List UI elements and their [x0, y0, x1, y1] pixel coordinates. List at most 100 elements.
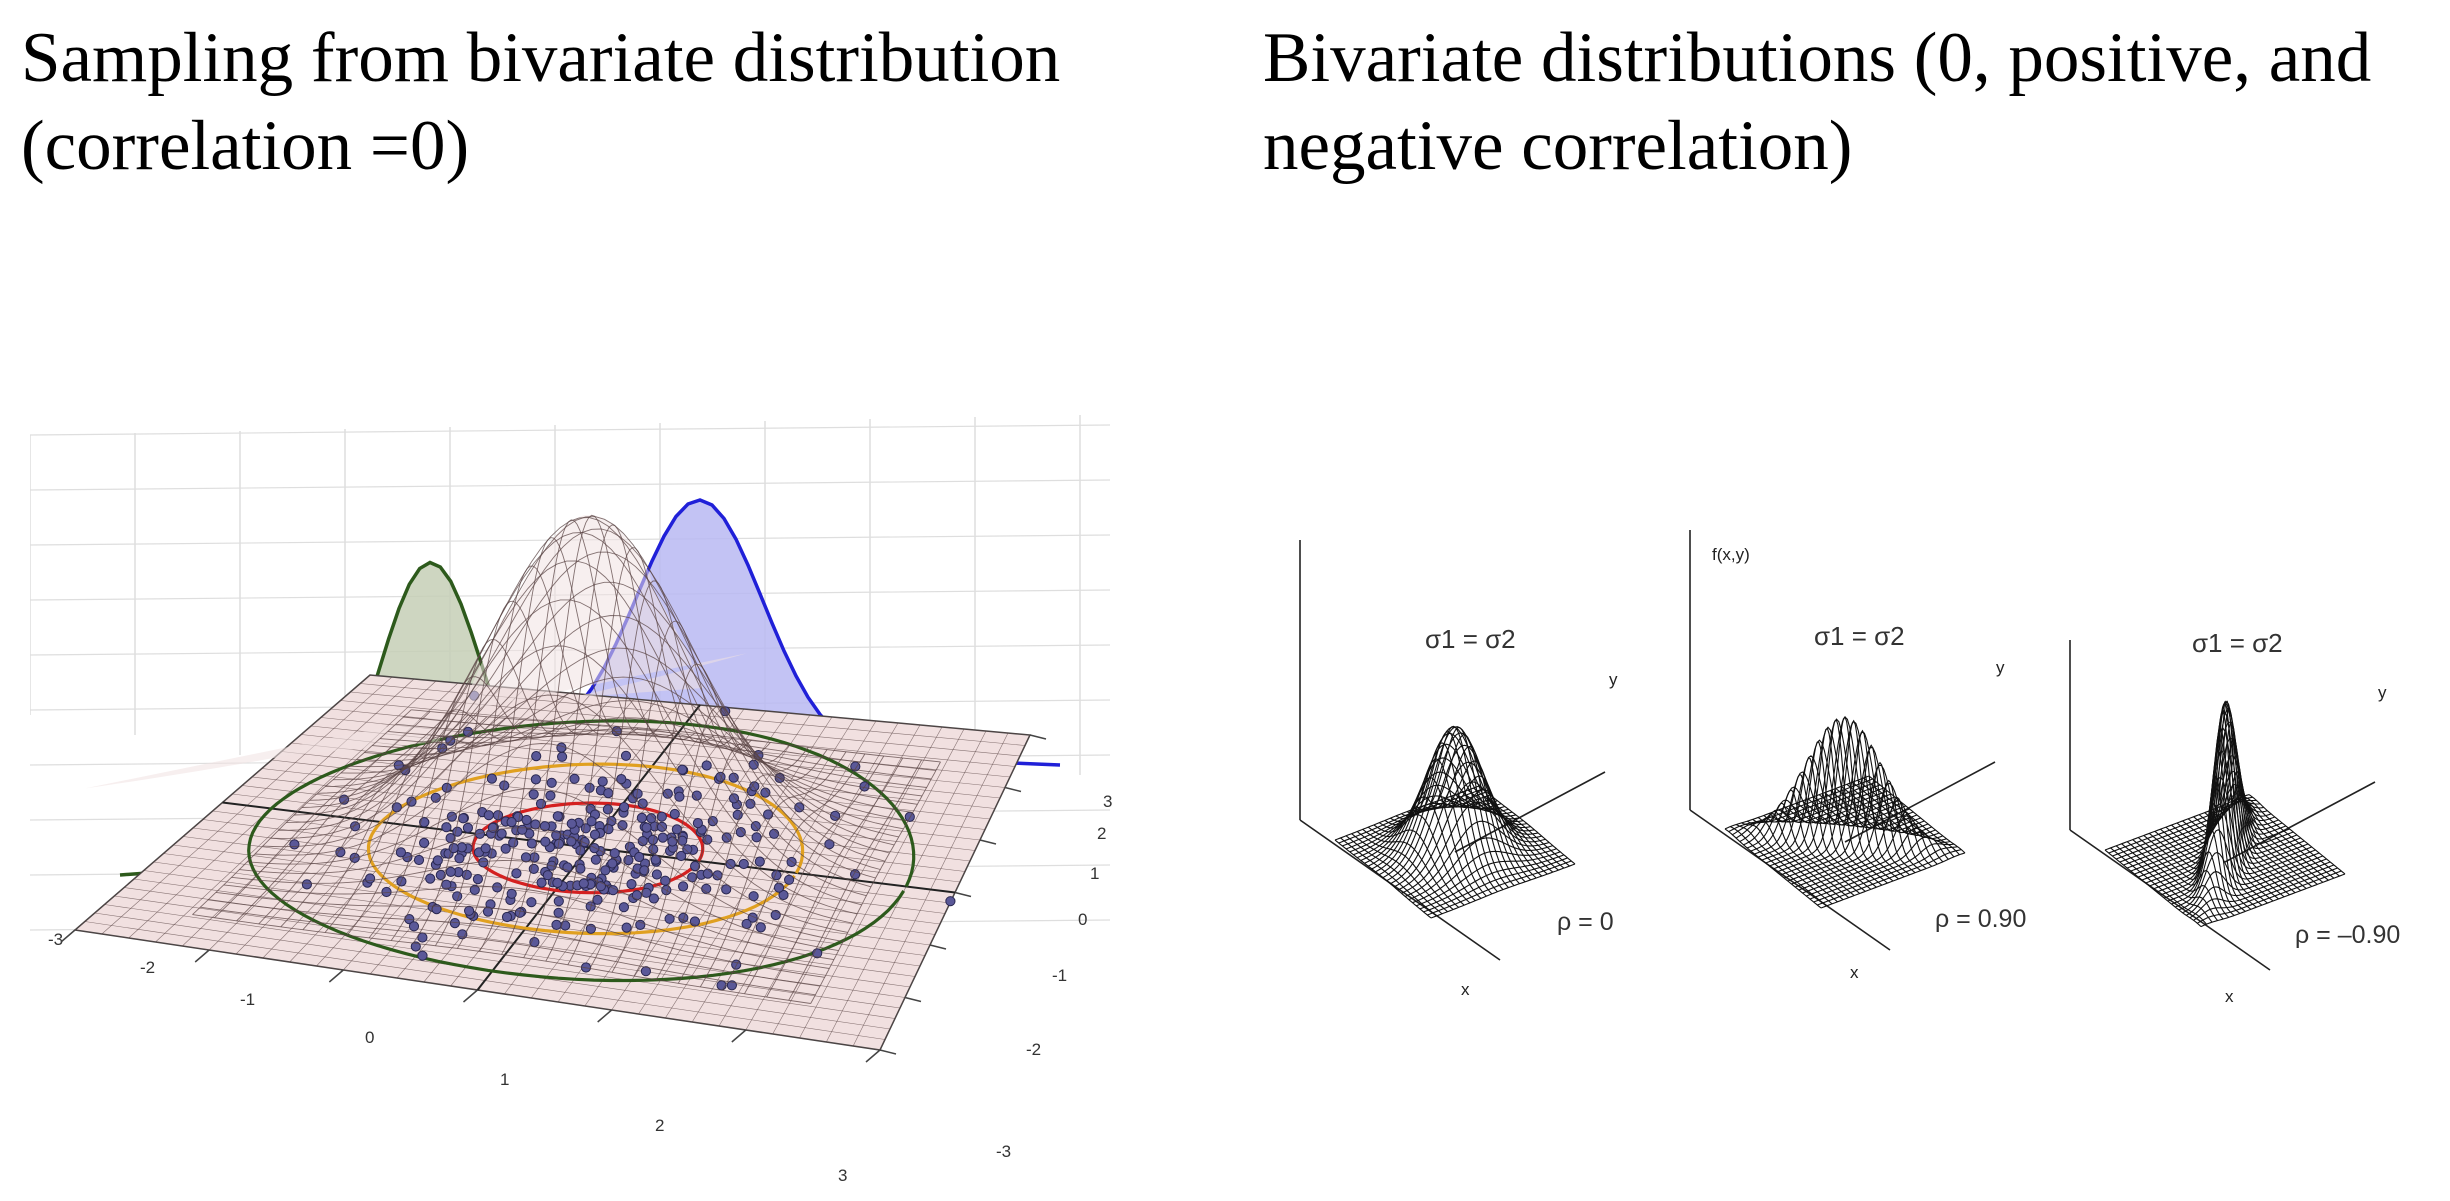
sample-point — [636, 812, 648, 823]
wireframe-line — [1813, 846, 1958, 903]
wireframe-rho-negative — [2069, 640, 2376, 971]
sample-point — [365, 873, 376, 884]
wireframe-line — [1780, 731, 1925, 876]
sample-point — [648, 893, 660, 904]
wireframe-line — [2185, 861, 2331, 916]
sample-point — [617, 820, 628, 831]
sample-point — [528, 789, 539, 800]
y-axis-label: y — [1609, 670, 1618, 689]
bell-mesh-line — [545, 547, 714, 962]
contour-outer — [247, 719, 916, 983]
wireframe-line — [2215, 784, 2313, 887]
bell-mesh-line — [403, 716, 936, 771]
sample-point — [540, 836, 551, 847]
sample-point — [677, 764, 688, 775]
sample-point — [419, 837, 430, 848]
sample-point — [691, 790, 702, 801]
sample-point — [589, 829, 601, 840]
rho-label: ρ = 0.90 — [1935, 905, 2026, 933]
wireframe-line — [2167, 776, 2312, 902]
wireframe-line — [1796, 715, 1894, 882]
wireframe-line — [1397, 781, 1542, 891]
bell-mesh-line — [722, 753, 866, 991]
wireframe-line — [1408, 837, 1553, 901]
sigma-label: σ1 = σ2 — [2192, 628, 2283, 658]
y-tick-label: 3 — [1103, 792, 1112, 811]
sample-point — [536, 877, 547, 888]
x-tick-mark — [60, 929, 76, 943]
sample-point — [483, 810, 494, 821]
wireframe-line — [1419, 854, 1565, 910]
wireframe-line — [1430, 863, 1576, 919]
bell-mesh-line — [364, 700, 913, 813]
sample-point — [784, 874, 795, 885]
y-tick-label: 2 — [1097, 824, 1106, 843]
wireframe-line — [2248, 794, 2346, 875]
y-tick-mark — [879, 1049, 897, 1055]
sample-point — [597, 776, 608, 787]
sample-point — [728, 772, 739, 783]
sample-point — [760, 787, 771, 798]
sample-point — [620, 750, 632, 761]
wireframe-line — [1807, 729, 1905, 878]
wireframe-line — [2243, 795, 2340, 877]
wireframe-line — [1439, 789, 1537, 879]
sample-point — [520, 852, 532, 863]
wireframe-line — [2200, 873, 2346, 928]
sample-point — [678, 881, 689, 892]
rho-label: ρ = 0 — [1557, 908, 1614, 936]
bell-mesh-line — [744, 755, 885, 994]
bivariate-surface-figure: -3 -2 -1 0 1 2 3 3 2 1 0 -1 -2 -3 — [30, 415, 1112, 1185]
wireframe-line — [1813, 744, 1910, 876]
y-tick-mark — [929, 944, 947, 950]
sample-point — [769, 828, 780, 839]
wireframe-line — [2178, 851, 2323, 911]
sample-point — [735, 827, 746, 838]
bell-mesh-line — [766, 757, 904, 998]
correlation-comparison-figure: f(x,y) σ1 = σ2 σ1 = σ2 σ1 = σ2 y y y x x… — [1299, 530, 2400, 1006]
sample-point — [472, 874, 483, 885]
sample-point — [289, 839, 300, 850]
wireframe-line — [2193, 721, 2290, 896]
sample-point — [530, 774, 541, 785]
wireframe-line — [1802, 719, 1899, 880]
sample-point — [395, 847, 406, 858]
marginal-right-fill — [340, 500, 1060, 765]
sample-point — [445, 866, 456, 877]
x-tick-label: 1 — [500, 1070, 509, 1089]
sample-point — [676, 850, 687, 862]
sample-point — [517, 824, 528, 835]
x-axis-label: x — [2225, 987, 2234, 1006]
sample-point — [413, 854, 425, 866]
wireframe-line — [1809, 843, 1954, 900]
wireframe-line — [1434, 775, 1532, 881]
x-tick-mark — [194, 949, 210, 963]
sample-point — [441, 822, 452, 833]
sample-point — [641, 887, 652, 898]
sample-point — [692, 818, 704, 829]
sample-point — [486, 773, 497, 784]
wireframe-line — [2189, 864, 2335, 919]
sample-point — [651, 869, 663, 880]
x-axis-label: x — [1461, 980, 1470, 999]
sample-point — [552, 811, 563, 822]
wireframe-line — [1817, 849, 1962, 906]
sample-point — [945, 896, 956, 907]
wireframe-line — [1406, 725, 1504, 890]
bell-mesh-line — [810, 761, 941, 1004]
sample-point — [480, 843, 491, 854]
y-tick-mark — [1004, 786, 1022, 793]
sample-point — [616, 774, 627, 785]
y-tick-mark — [904, 996, 922, 1003]
sample-point — [521, 814, 532, 826]
x-axis-line — [1299, 819, 1501, 961]
sample-point — [640, 966, 652, 977]
sample-point — [530, 819, 541, 830]
left-title-line-2: (correlation =0) — [21, 107, 470, 185]
y-tick-mark — [1029, 734, 1047, 740]
bell-mesh-line — [788, 759, 922, 1001]
wireframe-line — [2197, 870, 2342, 924]
sample-point — [603, 788, 614, 799]
sample-point — [464, 905, 475, 916]
wireframe-line — [1401, 801, 1546, 894]
